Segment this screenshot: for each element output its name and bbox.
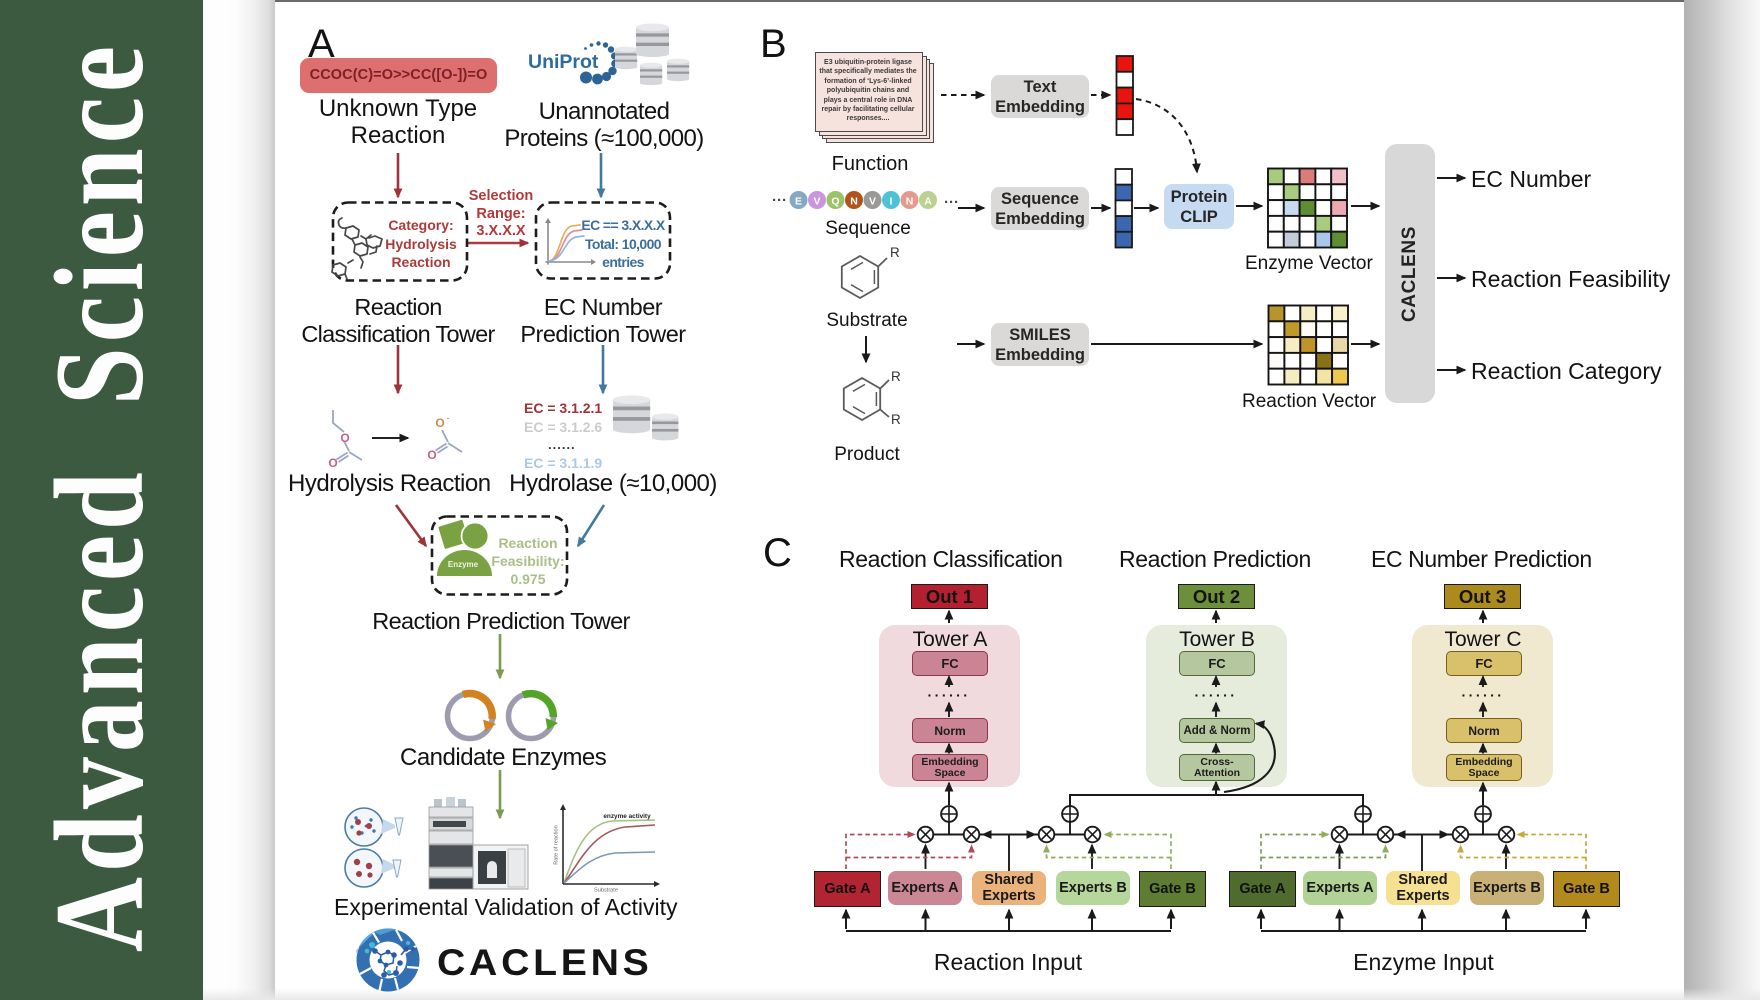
svg-text:···: ··· xyxy=(772,192,787,209)
svg-text:Substrate: Substrate xyxy=(594,888,618,894)
svg-text:I: I xyxy=(890,196,893,208)
svg-text:N: N xyxy=(906,196,914,208)
svg-text:enzyme activity: enzyme activity xyxy=(603,813,651,820)
svg-text:O: O xyxy=(328,456,337,470)
svg-text:Enzyme: Enzyme xyxy=(448,560,479,569)
svg-text:V: V xyxy=(813,196,820,208)
svg-text:R: R xyxy=(890,245,900,260)
svg-text:···: ··· xyxy=(944,194,959,211)
svg-text:R: R xyxy=(891,412,901,427)
svg-text:N: N xyxy=(850,196,858,208)
svg-text:O: O xyxy=(340,431,349,445)
svg-text:O: O xyxy=(435,416,444,430)
svg-text:Rate of reaction: Rate of reaction xyxy=(554,825,560,865)
svg-text:A: A xyxy=(924,196,932,208)
svg-text:R: R xyxy=(891,369,901,384)
svg-text:-: - xyxy=(447,413,450,423)
svg-text:V: V xyxy=(869,196,876,208)
svg-text:O: O xyxy=(427,448,436,462)
svg-text:E: E xyxy=(795,196,802,208)
svg-text:Q: Q xyxy=(831,196,839,208)
